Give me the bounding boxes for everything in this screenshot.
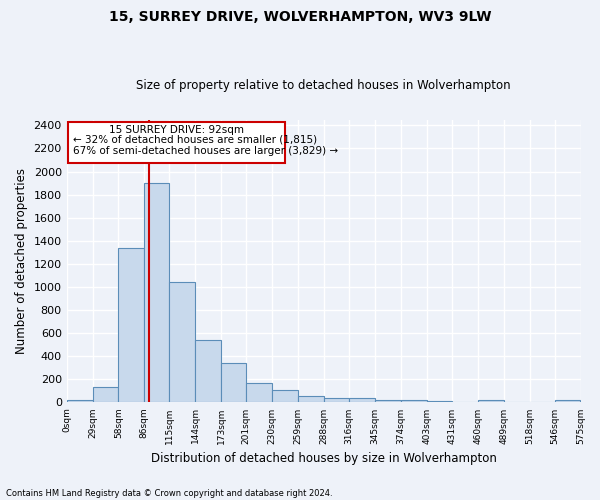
- Text: 67% of semi-detached houses are larger (3,829) →: 67% of semi-detached houses are larger (…: [73, 146, 338, 156]
- Title: Size of property relative to detached houses in Wolverhampton: Size of property relative to detached ho…: [136, 79, 511, 92]
- Bar: [143, 183, 169, 402]
- Bar: [401, 400, 427, 402]
- Bar: [349, 398, 375, 402]
- Bar: [324, 398, 349, 402]
- Bar: [221, 363, 246, 403]
- Bar: [118, 248, 143, 402]
- Y-axis label: Number of detached properties: Number of detached properties: [15, 168, 28, 354]
- Bar: [169, 282, 196, 403]
- Bar: [554, 400, 580, 402]
- Text: 15, SURREY DRIVE, WOLVERHAMPTON, WV3 9LW: 15, SURREY DRIVE, WOLVERHAMPTON, WV3 9LW: [109, 10, 491, 24]
- Bar: [375, 400, 401, 402]
- Bar: [298, 396, 324, 402]
- Bar: [196, 340, 221, 402]
- Text: ← 32% of detached houses are smaller (1,815): ← 32% of detached houses are smaller (1,…: [73, 134, 317, 144]
- Text: Contains HM Land Registry data © Crown copyright and database right 2024.: Contains HM Land Registry data © Crown c…: [6, 488, 332, 498]
- X-axis label: Distribution of detached houses by size in Wolverhampton: Distribution of detached houses by size …: [151, 452, 497, 465]
- Bar: [272, 390, 298, 402]
- Bar: [246, 383, 272, 402]
- Bar: [478, 400, 503, 402]
- Text: 15 SURREY DRIVE: 92sqm: 15 SURREY DRIVE: 92sqm: [109, 125, 244, 135]
- FancyBboxPatch shape: [68, 122, 285, 163]
- Bar: [67, 400, 92, 402]
- Bar: [427, 400, 452, 402]
- Bar: [92, 388, 118, 402]
